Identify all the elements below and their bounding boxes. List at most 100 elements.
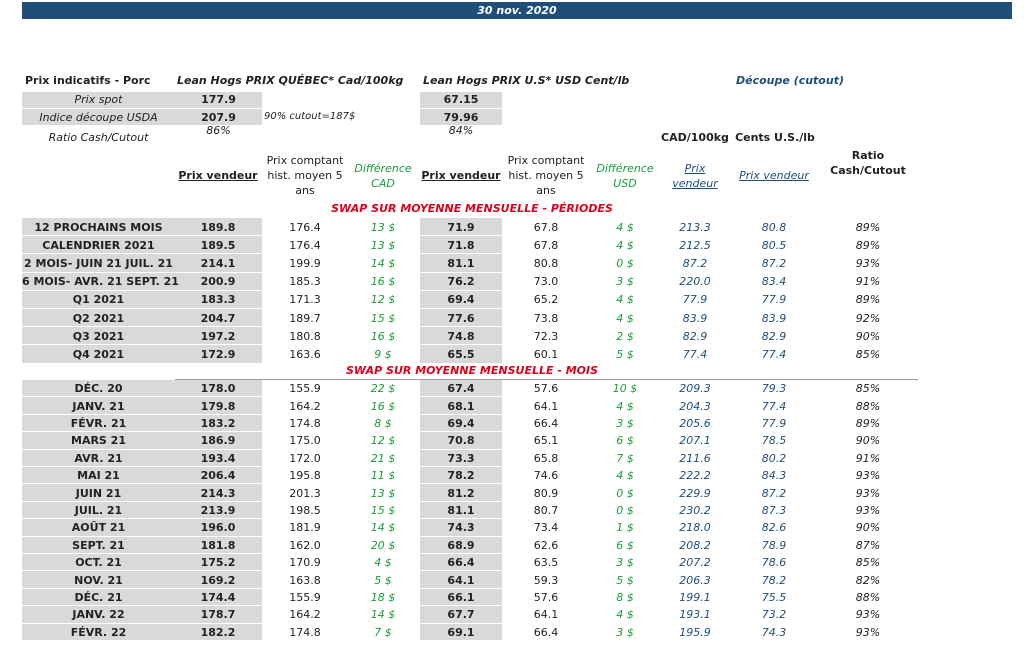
cell: 12 $ [370, 293, 396, 307]
cell-bg [22, 345, 175, 363]
cell: 69.1 [447, 625, 475, 639]
cell: 57.6 [533, 591, 559, 604]
cell: 13 $ [370, 238, 396, 252]
cell: 74.6 [533, 469, 559, 483]
cell: 20 $ [370, 538, 396, 552]
cell: 91% [855, 275, 881, 289]
cell-bg [22, 397, 175, 414]
cell: 4 $ [616, 399, 634, 413]
cell: 87% [855, 538, 881, 552]
row-label: NOV. 21 [74, 573, 123, 587]
cell: 64.1 [533, 608, 559, 622]
cell: 183.3 [200, 293, 236, 307]
cell-bg [22, 554, 175, 571]
cell: 16 $ [370, 399, 396, 413]
summary-value: 177.9 [201, 93, 236, 106]
cell-bg [175, 606, 262, 623]
cell: 69.4 [447, 417, 475, 430]
top-bar [22, 2, 1012, 19]
cell-bg [22, 467, 175, 484]
cell: 174.8 [289, 417, 321, 430]
cell: 87.2 [761, 486, 787, 500]
cell: 77.9 [761, 417, 787, 430]
cell: 204.7 [200, 311, 236, 325]
row-label: SEPT. 21 [72, 538, 125, 552]
cell: 178.0 [200, 382, 236, 396]
cell-bg [420, 571, 502, 588]
cell-bg [420, 414, 502, 432]
cell: 16 $ [370, 329, 396, 343]
cell: 64.1 [533, 399, 559, 413]
cell: 175.2 [200, 556, 236, 570]
column-header: Ratio Cash/Cutout [830, 149, 906, 177]
cell: 74.3 [761, 625, 787, 639]
cell: 230.2 [679, 504, 711, 517]
cell: 66.4 [533, 625, 559, 639]
cell-bg [420, 290, 502, 308]
cell-bg [22, 236, 175, 254]
cell-bg [420, 519, 502, 536]
cell: 88% [855, 591, 881, 604]
cell: 65.5 [447, 348, 475, 361]
cell-bg [175, 519, 262, 536]
cell: 222.2 [679, 469, 711, 483]
cell: 66.4 [533, 417, 559, 430]
cell-bg [175, 290, 262, 308]
cell: 73.3 [447, 451, 475, 465]
cell: 93% [855, 625, 881, 639]
cell: 85% [855, 348, 881, 361]
row-label: AOÛT 21 [71, 521, 126, 535]
cell-bg [22, 414, 175, 432]
cell: 196.0 [200, 521, 236, 535]
cell-bg [420, 501, 502, 519]
cell: 67.8 [533, 220, 559, 234]
cell: 71.9 [447, 220, 475, 234]
cell: 83.9 [682, 311, 708, 325]
cell-bg [175, 467, 262, 484]
cell: 15 $ [370, 311, 396, 325]
cell-bg [420, 272, 502, 290]
row-label: MARS 21 [71, 434, 126, 448]
cell: 82.9 [761, 329, 787, 343]
cell: 193.1 [679, 608, 711, 622]
cell: 2 $ [616, 329, 634, 343]
cell-bg [175, 414, 262, 432]
cell-bg [175, 501, 262, 519]
cell: 176.4 [289, 220, 321, 234]
cell: 195.9 [679, 625, 711, 639]
cell: 92% [855, 311, 881, 325]
cell: 81.1 [447, 504, 475, 517]
cell-bg [420, 345, 502, 363]
cell: 69.4 [447, 293, 475, 307]
cell: 57.6 [533, 382, 559, 396]
cell-bg [22, 432, 175, 449]
cell: 8 $ [374, 417, 392, 430]
cell: 70.8 [447, 434, 475, 448]
separator [175, 379, 918, 380]
cell-bg [22, 92, 175, 108]
cell-bg [22, 484, 175, 501]
cell: 208.2 [679, 538, 711, 552]
cell: 80.8 [533, 257, 559, 270]
cell-bg [420, 536, 502, 553]
cell: 193.4 [200, 451, 236, 465]
cell-bg [175, 536, 262, 553]
cell-bg [420, 432, 502, 449]
cell: 213.3 [679, 220, 711, 234]
cell: 205.6 [679, 417, 711, 430]
section-title: SWAP SUR MOYENNE MENSUELLE - PÉRIODES [331, 202, 613, 215]
cell-bg [420, 218, 502, 236]
cell: 67.8 [533, 238, 559, 252]
cell: 4 $ [616, 469, 634, 483]
row-label: Q1 2021 [72, 293, 125, 307]
row-label: Q3 2021 [72, 329, 125, 343]
cell-bg [175, 236, 262, 254]
column-header: Prix vendeur [178, 169, 258, 182]
cell: 16 $ [370, 275, 396, 289]
cell-bg [175, 309, 262, 327]
cell: 80.2 [761, 451, 787, 465]
quebec-title: Lean Hogs PRIX QUÉBEC* Cad/100kg [177, 74, 404, 87]
row-label: Q2 2021 [72, 311, 125, 325]
column-header: Prix comptant hist. moyen 5 ans [507, 154, 585, 197]
cell: 207.1 [679, 434, 711, 448]
